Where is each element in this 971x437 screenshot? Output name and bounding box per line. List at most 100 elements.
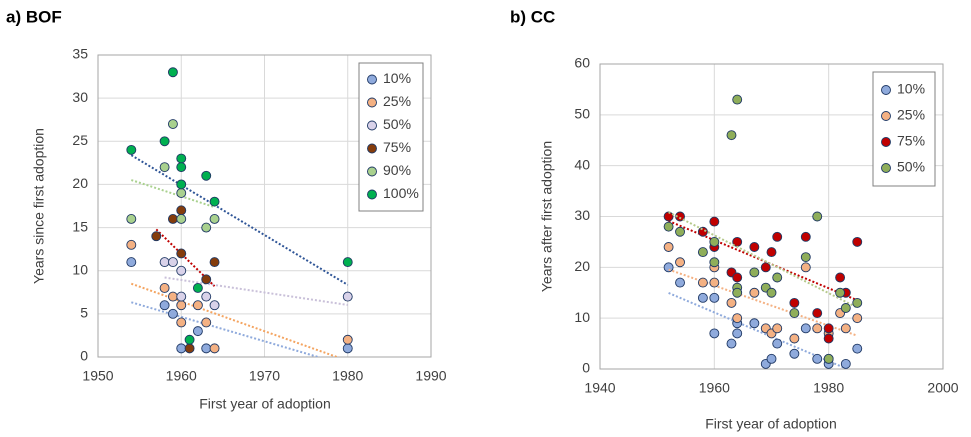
y-tick-label: 40 [574, 156, 590, 172]
data-point [766, 353, 777, 364]
data-point [159, 257, 170, 268]
data-point [749, 318, 760, 329]
data-point [800, 231, 811, 242]
data-point [835, 272, 846, 283]
y-tick-label: 20 [574, 258, 590, 274]
data-point [772, 338, 783, 349]
plot-border [599, 63, 944, 370]
data-point [176, 153, 187, 164]
data-point [840, 323, 851, 334]
trend-line [668, 211, 858, 309]
data-point [201, 317, 212, 328]
data-point [732, 313, 743, 324]
legend-label: 75% [383, 139, 411, 155]
data-point [726, 297, 737, 308]
data-point [176, 248, 187, 259]
legend-label: 10% [383, 70, 411, 86]
data-point [840, 358, 851, 369]
data-point [812, 308, 823, 319]
data-point [209, 213, 220, 224]
legend-label: 25% [897, 107, 925, 123]
data-point [732, 287, 743, 298]
data-point [709, 257, 720, 268]
data-point [192, 283, 203, 293]
y-tick-label: 20 [72, 175, 88, 191]
y-axis-title: Years after first adoption [539, 141, 555, 292]
legend-label: 75% [897, 133, 925, 149]
trend-line [164, 276, 348, 306]
legend-marker [367, 143, 377, 154]
data-point [209, 257, 220, 268]
data-point [760, 262, 771, 273]
data-point [675, 226, 685, 237]
y-tick-label: 0 [582, 360, 590, 376]
data-point [342, 343, 353, 354]
data-point [709, 216, 720, 227]
data-point [201, 170, 212, 181]
data-point [167, 291, 178, 302]
data-point [823, 333, 834, 344]
data-point [789, 308, 800, 319]
data-point [159, 283, 170, 293]
data-point [159, 136, 170, 147]
data-point [126, 213, 137, 224]
x-axis-title: First year of adoption [705, 416, 837, 432]
data-point [201, 274, 212, 285]
data-point [697, 247, 708, 258]
y-tick-label: 50 [574, 106, 590, 122]
data-point [766, 287, 777, 298]
x-tick-label: 1950 [82, 368, 113, 384]
y-tick-label: 30 [72, 89, 88, 105]
data-point [749, 242, 760, 252]
data-point [732, 272, 743, 283]
data-point [800, 252, 811, 263]
data-point [126, 239, 137, 250]
data-point [192, 326, 203, 337]
plot-border [97, 54, 432, 358]
chart-title: a) BOF [6, 7, 62, 26]
data-point [176, 300, 187, 311]
data-point [726, 338, 737, 349]
data-point [201, 291, 212, 302]
data-point [709, 292, 720, 303]
data-point [159, 162, 170, 173]
data-point [709, 328, 720, 339]
data-point [675, 257, 685, 268]
chart-title: b) CC [510, 7, 555, 26]
x-tick-label: 1940 [584, 380, 615, 396]
data-point [749, 287, 760, 298]
trend-line [131, 301, 322, 357]
data-point [176, 205, 187, 216]
data-point [663, 262, 674, 273]
data-point [151, 231, 162, 242]
data-point [823, 353, 834, 364]
data-point [697, 226, 708, 237]
legend-marker [881, 111, 891, 121]
data-point [840, 303, 851, 313]
data-point [126, 257, 137, 268]
data-point [709, 236, 720, 247]
trend-line [130, 179, 215, 209]
trend-line [155, 228, 216, 287]
data-point [209, 300, 220, 311]
legend-label: 50% [383, 116, 411, 132]
y-tick-label: 10 [72, 261, 88, 277]
x-tick-label: 1960 [699, 380, 730, 396]
legend-marker [367, 166, 377, 177]
data-point [663, 221, 674, 232]
y-tick-label: 0 [80, 348, 88, 364]
data-point [342, 291, 353, 302]
data-point [184, 343, 195, 354]
legend-marker [367, 74, 377, 85]
x-tick-label: 1980 [813, 380, 844, 396]
data-point [800, 262, 811, 273]
data-point [812, 353, 823, 364]
data-point [167, 67, 178, 78]
legend-box [358, 62, 424, 212]
data-point [176, 291, 187, 302]
data-point [209, 196, 220, 207]
legend-label: 100% [383, 185, 419, 201]
x-tick-label: 1980 [332, 368, 363, 384]
data-point [732, 328, 743, 339]
